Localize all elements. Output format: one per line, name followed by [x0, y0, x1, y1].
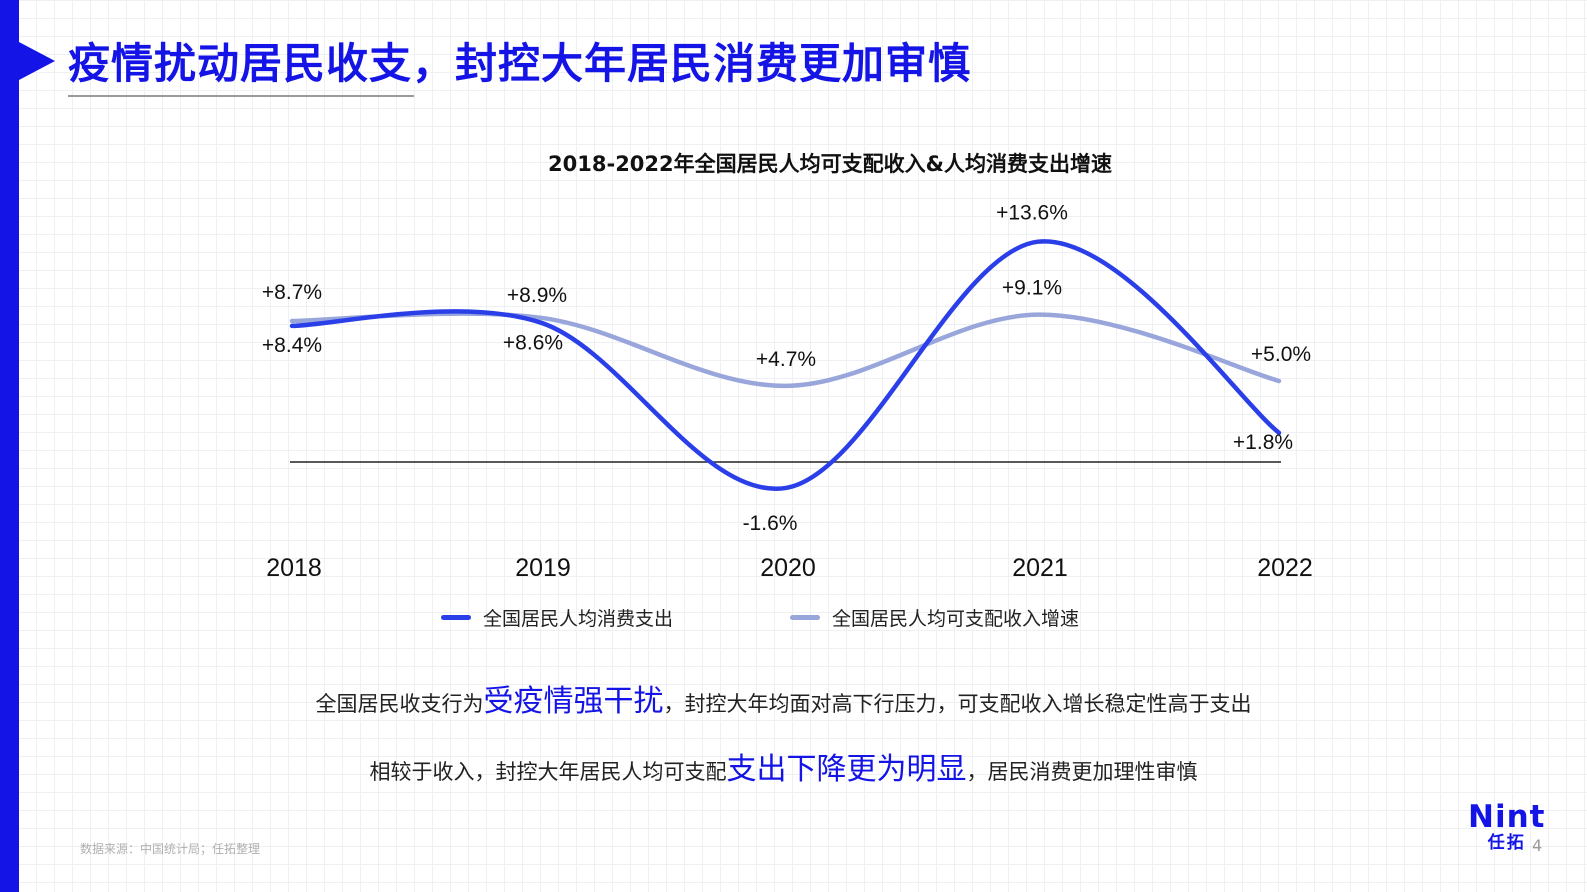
- legend-swatch-spending: [441, 615, 471, 620]
- summary-2-post: ，居民消费更加理性审慎: [966, 760, 1198, 784]
- summary-2-highlight: 支出下降更为明显: [726, 752, 967, 787]
- x-tick-label-2019: 2019: [515, 554, 571, 582]
- x-tick-label-2022: 2022: [1257, 554, 1313, 582]
- data-source-note: 数据来源：中国统计局；任拓整理: [80, 842, 261, 856]
- summary-line-1: 全国居民收支行为受疫情强干扰，封控大年均面对高下行压力，可支配收入增长稳定性高于…: [0, 676, 1567, 720]
- chart-legend: 全国居民人均消费支出 全国居民人均可支配收入增速: [0, 604, 1587, 631]
- legend-item-income: 全国居民人均可支配收入增速: [790, 604, 1079, 631]
- data-label-income-2018: +8.7%: [262, 281, 322, 304]
- left-accent-bar: [0, 0, 19, 892]
- summary-1-post: ，封控大年均面对高下行压力，可支配收入增长稳定性高于支出: [663, 692, 1252, 716]
- summary-line-2: 相较于收入，封控大年居民人均可支配支出下降更为明显，居民消费更加理性审慎: [0, 744, 1567, 788]
- title-underline: [68, 95, 414, 97]
- logo-wordmark: Nint: [1468, 799, 1546, 835]
- x-tick-label-2020: 2020: [760, 554, 816, 582]
- summary-2-pre: 相较于收入，封控大年居民人均可支配: [369, 760, 727, 784]
- x-tick-label-2021: 2021: [1012, 554, 1068, 582]
- data-label-income-2022: +5.0%: [1251, 343, 1311, 366]
- data-label-spending-2022: +1.8%: [1233, 431, 1293, 454]
- legend-swatch-income: [790, 615, 820, 620]
- data-label-spending-2019: +8.6%: [503, 332, 563, 355]
- legend-label-spending: 全国居民人均消费支出: [483, 608, 674, 630]
- page-number: 4: [1532, 836, 1543, 855]
- title-arrow-icon: [19, 42, 55, 80]
- nint-logo: Nint 任拓: [1468, 800, 1545, 852]
- data-label-income-2020: +4.7%: [756, 348, 816, 371]
- logo-subtitle: 任拓: [1487, 833, 1526, 853]
- x-tick-label-2018: 2018: [266, 554, 322, 582]
- data-label-income-2019: +8.9%: [507, 284, 567, 307]
- page-title: 疫情扰动居民收支，封控大年居民消费更加审慎: [68, 39, 972, 88]
- series-line-spending: [289, 239, 1282, 491]
- chart-title: 2018-2022年全国居民人均可支配收入&人均消费支出增速: [548, 152, 1112, 176]
- summary-1-pre: 全国居民收支行为: [315, 692, 484, 716]
- data-label-spending-2018: +8.4%: [262, 334, 322, 357]
- data-label-spending-2020: -1.6%: [743, 512, 798, 535]
- legend-label-income: 全国居民人均可支配收入增速: [832, 608, 1080, 630]
- summary-1-highlight: 受疫情强干扰: [483, 684, 664, 719]
- data-label-income-2021: +9.1%: [1002, 277, 1062, 300]
- legend-item-spending: 全国居民人均消费支出: [441, 604, 673, 631]
- data-label-spending-2021: +13.6%: [996, 202, 1068, 225]
